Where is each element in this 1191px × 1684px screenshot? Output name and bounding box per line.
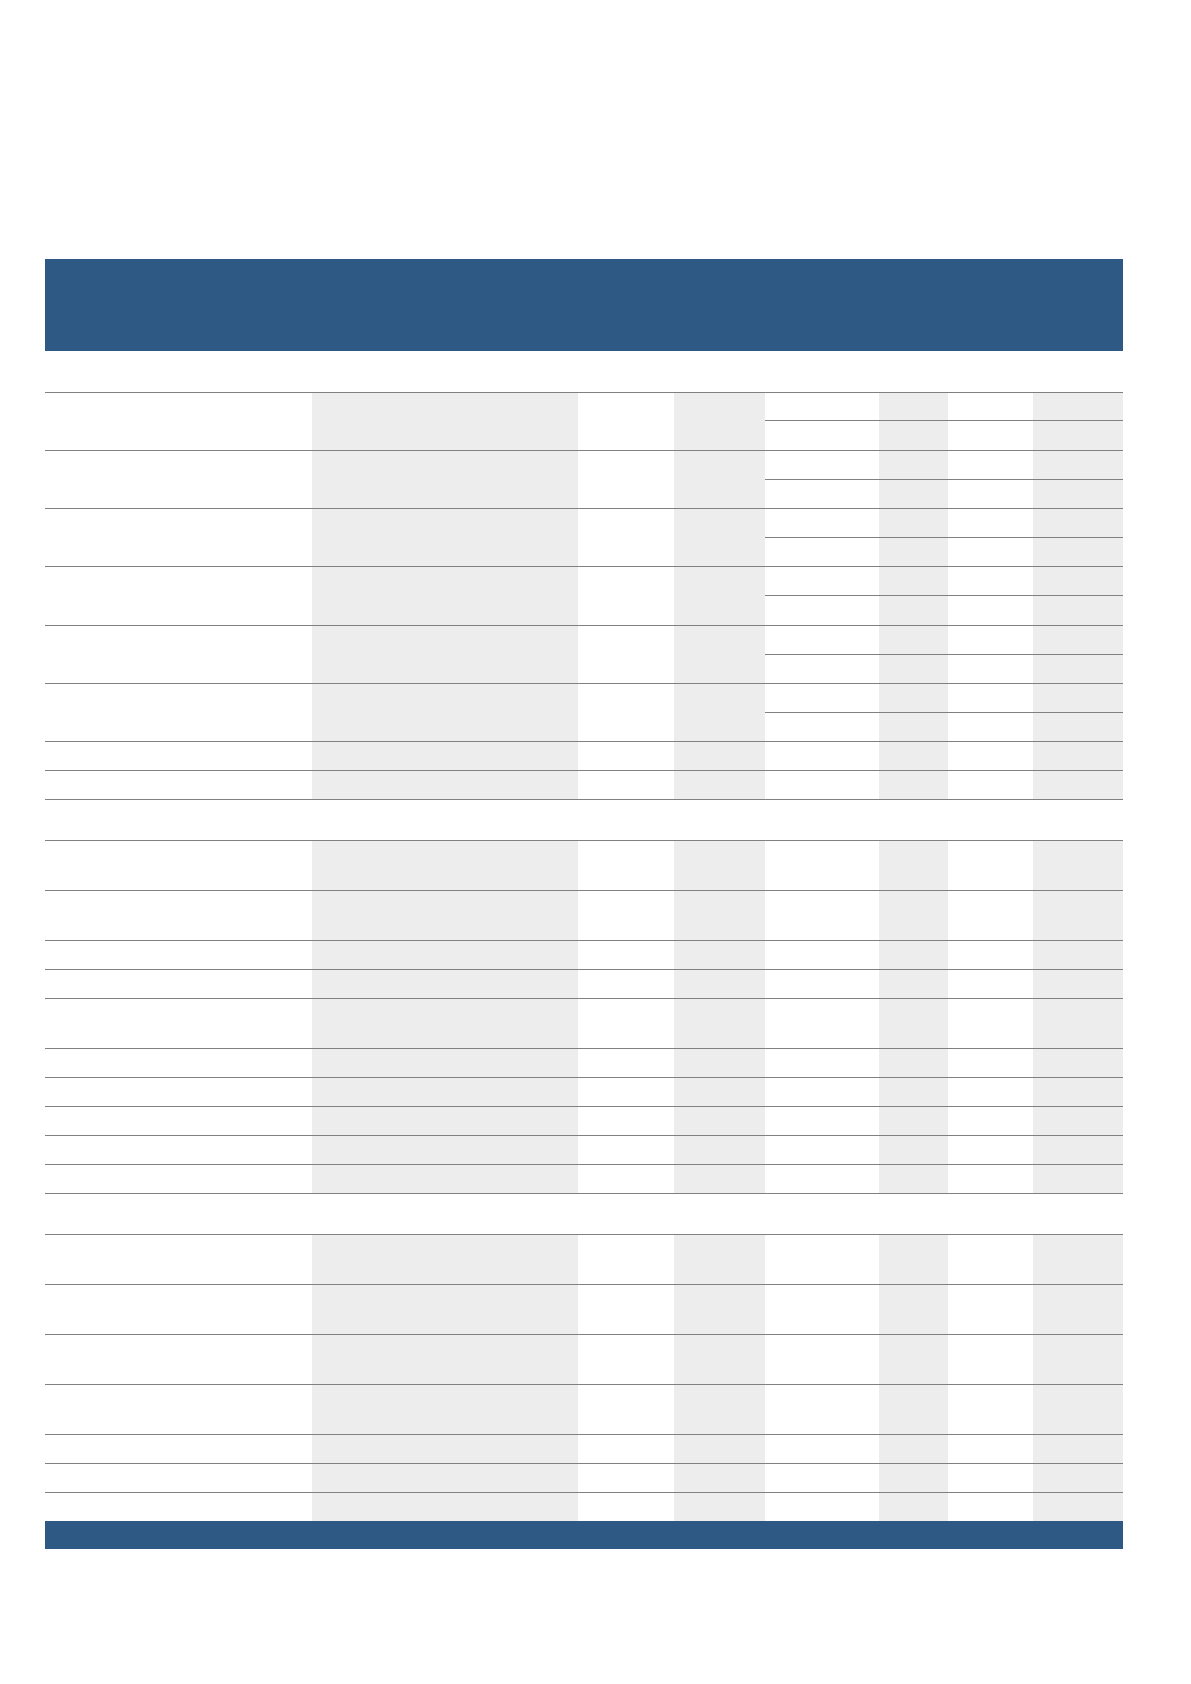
row-divider [45,1077,1123,1078]
table-header-bar [45,259,1123,351]
subrow-divider [765,712,1123,713]
subrow-divider [765,479,1123,480]
table-footer-bar [45,1521,1123,1549]
row-divider [45,1284,1123,1285]
row-divider [45,1135,1123,1136]
row-divider [45,940,1123,941]
row-divider [45,799,1123,800]
row-divider [45,770,1123,771]
row-divider [45,566,1123,567]
row-divider [45,1193,1123,1194]
shaded-column [312,392,578,799]
row-divider [45,1384,1123,1385]
row-divider [45,508,1123,509]
row-divider [45,969,1123,970]
row-divider [45,840,1123,841]
subrow-divider [765,595,1123,596]
shaded-column [879,1234,948,1521]
row-divider [45,741,1123,742]
row-divider [45,998,1123,999]
shaded-column [312,1234,578,1521]
shaded-column [674,392,765,799]
row-divider [45,683,1123,684]
row-divider [45,450,1123,451]
shaded-column [879,840,948,1193]
shaded-column [312,840,578,1193]
subrow-divider [765,420,1123,421]
row-divider [45,1463,1123,1464]
shaded-column [674,1234,765,1521]
row-divider [45,890,1123,891]
row-divider [45,1164,1123,1165]
row-divider [45,1048,1123,1049]
row-divider [45,1434,1123,1435]
row-divider [45,1106,1123,1107]
shaded-column [1033,1234,1123,1521]
row-divider [45,1234,1123,1235]
row-divider [45,1334,1123,1335]
subrow-divider [765,537,1123,538]
row-divider [45,1492,1123,1493]
row-divider [45,392,1123,393]
row-divider [45,625,1123,626]
shaded-column [1033,840,1123,1193]
subrow-divider [765,654,1123,655]
shaded-column [674,840,765,1193]
